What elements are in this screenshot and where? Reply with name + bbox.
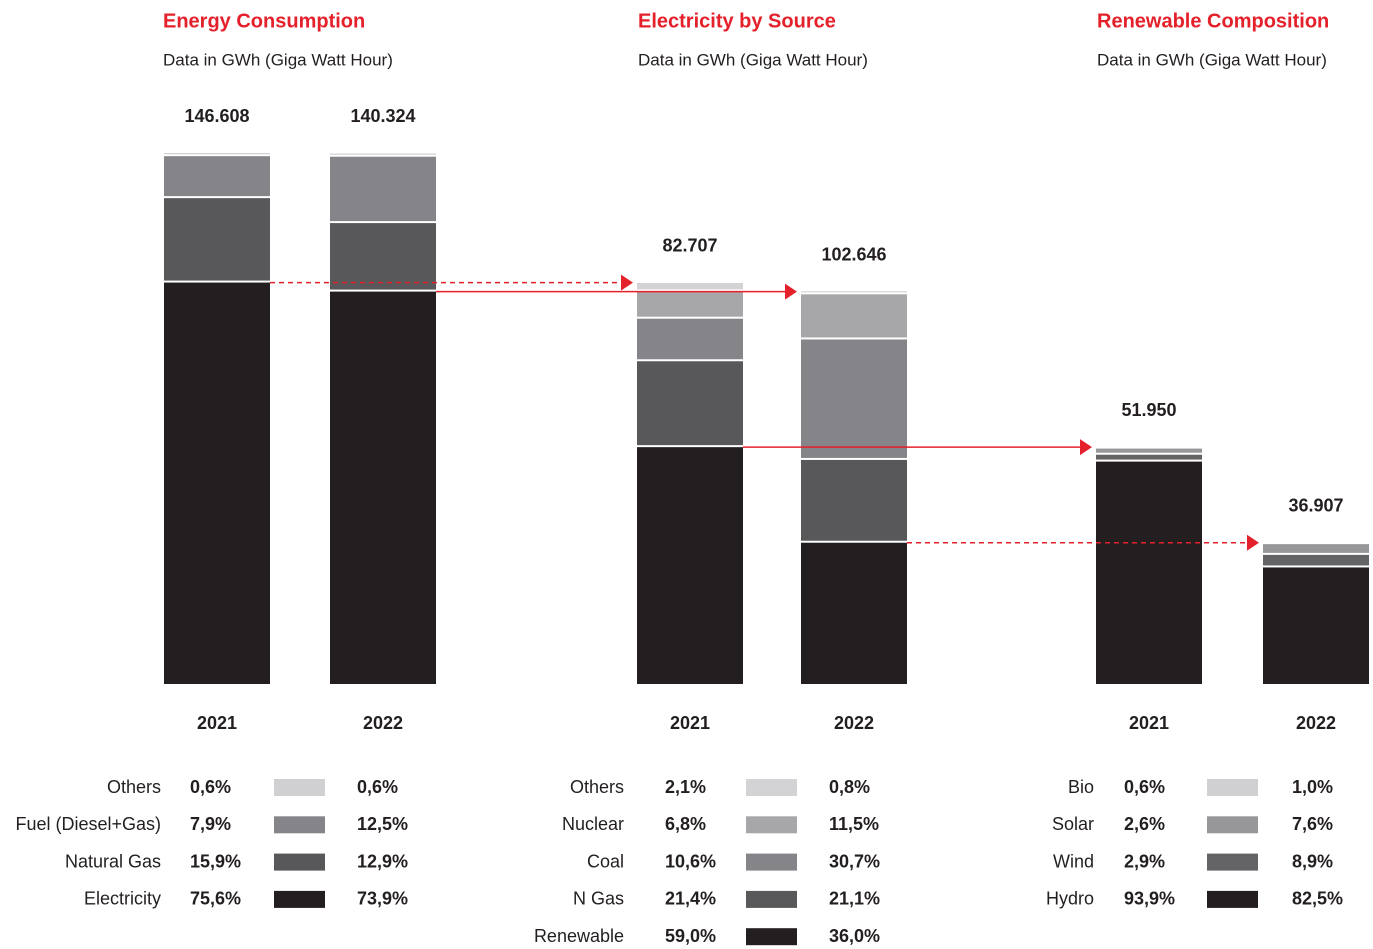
bar-total: 146.608 [184, 106, 249, 126]
chart-subtitle: Data in GWh (Giga Watt Hour) [163, 50, 393, 69]
bar-segment [801, 459, 907, 541]
bar-segment [637, 361, 743, 446]
bar-segment [801, 291, 907, 293]
bar-segment [1263, 554, 1369, 566]
legend-swatch [746, 853, 797, 871]
legend-swatch [746, 890, 797, 908]
legend-value: 8,9% [1292, 851, 1333, 871]
bar-segment [164, 282, 270, 684]
bar-segment [1096, 448, 1202, 453]
legend-value: 0,6% [357, 777, 398, 797]
bar-segment [1096, 461, 1202, 684]
legend-swatch [1207, 890, 1258, 908]
legend-swatch [274, 816, 325, 834]
legend-swatch [746, 928, 797, 946]
bar-segment [801, 339, 907, 458]
bar-segment [1096, 454, 1202, 460]
legend-name: Fuel (Diesel+Gas) [15, 814, 161, 834]
legend-value: 59,0% [665, 926, 716, 946]
x-tick-label: 2021 [197, 713, 237, 733]
legend-value: 75,6% [190, 889, 241, 909]
legend-swatch [1207, 816, 1258, 834]
bar-total: 51.950 [1121, 400, 1176, 420]
x-tick-label: 2022 [834, 713, 874, 733]
legend-swatch [274, 853, 325, 871]
bar-segment [330, 223, 436, 290]
arrow-head [1247, 534, 1259, 551]
bar-total: 82.707 [662, 235, 717, 255]
legend-value: 2,6% [1124, 814, 1165, 834]
chart-subtitle: Data in GWh (Giga Watt Hour) [1097, 50, 1327, 69]
legend-name: Solar [1052, 814, 1094, 834]
bar-segment [164, 198, 270, 281]
x-tick-label: 2022 [363, 713, 403, 733]
legend-value: 2,9% [1124, 851, 1165, 871]
legend-value: 82,5% [1292, 889, 1343, 909]
bar-segment [330, 153, 436, 155]
legend-value: 2,1% [665, 777, 706, 797]
legend-value: 36,0% [829, 926, 880, 946]
x-tick-label: 2022 [1296, 713, 1336, 733]
legend-value: 12,9% [357, 851, 408, 871]
chart-subtitle: Data in GWh (Giga Watt Hour) [638, 50, 868, 69]
bar-total: 140.324 [350, 106, 415, 126]
bar-total: 36.907 [1288, 495, 1343, 515]
legend-value: 93,9% [1124, 889, 1175, 909]
legend-swatch [274, 779, 325, 796]
legend-name: Wind [1053, 851, 1094, 871]
chart-title: Energy Consumption [163, 10, 365, 32]
legend-value: 7,6% [1292, 814, 1333, 834]
legend-name: Natural Gas [65, 851, 161, 871]
bar-total: 102.646 [821, 244, 886, 264]
legend-value: 21,1% [829, 889, 880, 909]
arrow-head [1080, 439, 1092, 456]
bar-segment [164, 153, 270, 155]
bar-segment [637, 282, 743, 290]
arrow-head [621, 274, 633, 291]
x-tick-label: 2021 [670, 713, 710, 733]
bar-segment [1263, 544, 1369, 553]
bar-segment [801, 542, 907, 684]
legend-value: 73,9% [357, 889, 408, 909]
chart-title: Renewable Composition [1097, 10, 1329, 32]
bar-segment [637, 447, 743, 684]
legend-name: Hydro [1046, 889, 1094, 909]
x-tick-label: 2021 [1129, 713, 1169, 733]
legend-value: 1,0% [1292, 777, 1333, 797]
legend-name: Others [107, 777, 161, 797]
legend-swatch [746, 816, 797, 834]
legend-swatch [274, 890, 325, 908]
legend-value: 15,9% [190, 851, 241, 871]
bar-segment [164, 156, 270, 197]
legend-name: Bio [1068, 777, 1094, 797]
legend-name: N Gas [573, 889, 624, 909]
legend-value: 0,6% [1124, 777, 1165, 797]
legend-swatch [1207, 853, 1258, 871]
chart-title: Electricity by Source [638, 10, 836, 32]
legend-name: Coal [587, 851, 624, 871]
legend-value: 30,7% [829, 851, 880, 871]
legend-value: 10,6% [665, 851, 716, 871]
legend-value: 12,5% [357, 814, 408, 834]
bar-segment [330, 156, 436, 222]
bar-segment [1263, 567, 1369, 684]
legend-value: 21,4% [665, 889, 716, 909]
legend-name: Nuclear [562, 814, 624, 834]
bar-segment [801, 294, 907, 338]
bar-segment [637, 291, 743, 317]
legend-value: 6,8% [665, 814, 706, 834]
bar-segment [330, 291, 436, 684]
bar-segment [637, 318, 743, 360]
legend-value: 11,5% [829, 814, 879, 834]
legend-value: 0,8% [829, 777, 870, 797]
legend-value: 0,6% [190, 777, 231, 797]
legend-name: Electricity [84, 889, 161, 909]
legend-value: 7,9% [190, 814, 231, 834]
legend-name: Others [570, 777, 624, 797]
arrow-head [785, 283, 797, 300]
legend-swatch [746, 779, 797, 796]
legend-name: Renewable [534, 926, 624, 946]
legend-swatch [1207, 779, 1258, 796]
